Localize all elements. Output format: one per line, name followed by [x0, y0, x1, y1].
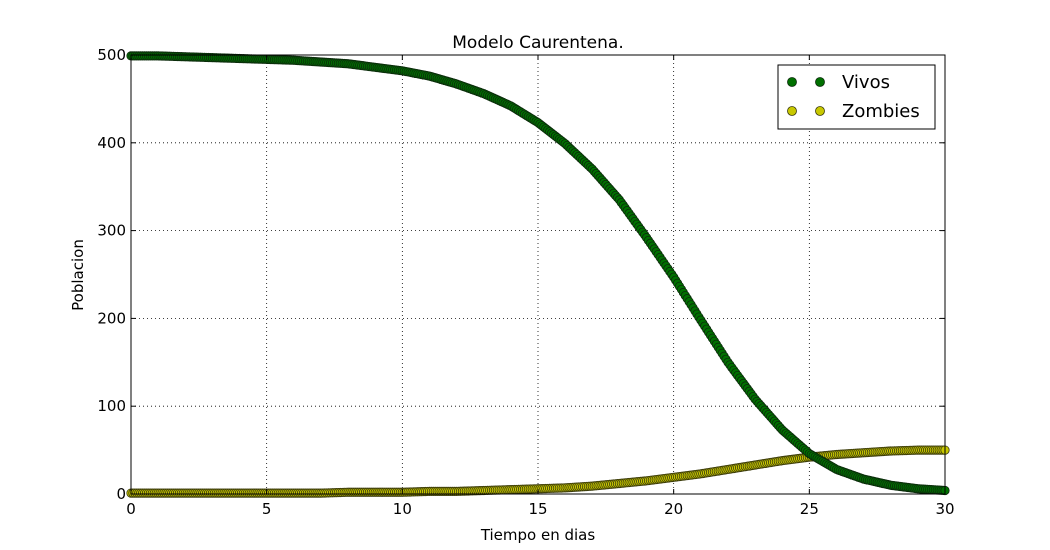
- y-axis-label: Poblacion: [69, 239, 87, 311]
- x-axis-label: Tiempo en dias: [480, 526, 596, 544]
- legend-marker: [815, 77, 825, 87]
- legend-label: Vivos: [842, 72, 890, 93]
- y-tick-label: 100: [97, 397, 126, 415]
- legend-marker: [787, 106, 797, 116]
- series-zombies: [126, 445, 950, 498]
- chart-title: Modelo Caurentena.: [452, 33, 623, 53]
- y-tick-label: 300: [97, 222, 126, 240]
- x-tick-label: 25: [800, 500, 819, 518]
- y-tick-label: 500: [97, 46, 126, 64]
- plot-area: [126, 51, 950, 498]
- legend-box: [777, 64, 936, 130]
- x-tick-label: 15: [528, 500, 547, 518]
- series-vivos: [126, 51, 950, 496]
- legend-marker: [815, 106, 825, 116]
- legend-marker: [787, 77, 797, 87]
- x-tick-label: 30: [935, 500, 954, 518]
- x-tick-label: 5: [262, 500, 272, 518]
- y-tick-label: 0: [116, 485, 126, 503]
- x-tick-label: 0: [126, 500, 136, 518]
- legend: Vivos Zombies: [777, 64, 936, 130]
- y-tick-label: 200: [97, 309, 126, 327]
- y-tick-label: 400: [97, 134, 126, 152]
- x-tick-label: 20: [664, 500, 683, 518]
- legend-label: Zombies: [842, 101, 920, 122]
- x-tick-label: 10: [393, 500, 412, 518]
